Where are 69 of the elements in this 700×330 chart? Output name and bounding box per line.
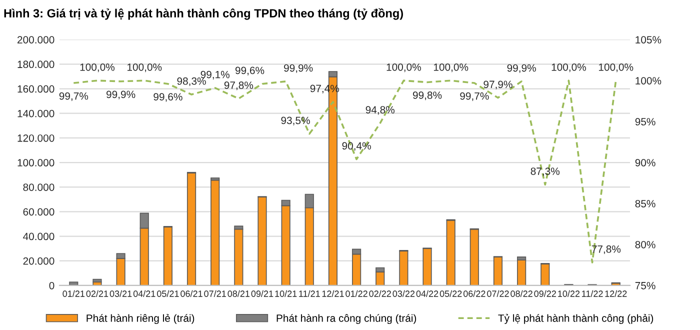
data-label: 100,0%	[128, 63, 162, 72]
x-tick-label: 01/21	[62, 290, 84, 297]
x-tick-label: 03/21	[110, 290, 132, 297]
y2-tick-label: 90%	[635, 159, 656, 166]
data-label: 98,3%	[177, 77, 206, 86]
data-label: 99,7%	[59, 92, 88, 101]
y-tick-label: 40.000	[23, 232, 54, 240]
x-tick-label: 09/21	[251, 290, 274, 297]
x-tick-label: 08/22	[510, 290, 532, 297]
x-tick-label: 06/21	[180, 290, 202, 297]
y-tick-label: 0	[49, 282, 54, 290]
x-tick-label: 02/22	[369, 290, 391, 297]
data-label: 87,3%	[530, 168, 560, 176]
y2-tick-label: 80%	[635, 240, 656, 248]
x-tick-label: 09/22	[534, 290, 556, 297]
x-tick-label: 12/21	[322, 290, 344, 297]
data-label: 90,4%	[342, 142, 371, 151]
data-label: 99,1%	[200, 70, 230, 80]
data-label: 99,9%	[284, 64, 313, 73]
y-tick-label: 180.000	[18, 60, 54, 68]
x-tick-label: 10/22	[558, 290, 580, 297]
y-tick-label: 60.000	[23, 208, 54, 216]
x-tick-label: 12/22	[605, 290, 627, 297]
y-tick-label: 200.000	[18, 36, 54, 44]
legend-label: Tỷ lệ phát hành thành công (phải)	[498, 314, 654, 324]
x-tick-label: 11/22	[582, 290, 603, 297]
data-label: 94,8%	[366, 106, 395, 115]
x-tick-label: 01/22	[346, 290, 368, 297]
x-tick-label: 03/22	[392, 290, 415, 297]
y2-tick-label: 75%	[635, 282, 656, 290]
data-label: 97,9%	[484, 80, 512, 90]
x-tick-label: 07/22	[487, 290, 509, 297]
x-tick-label: 07/21	[204, 290, 226, 297]
data-label: 100,0%	[434, 63, 468, 72]
data-label: 99,9%	[507, 64, 536, 73]
y-tick-label: 120.000	[18, 134, 54, 142]
data-label: 99,8%	[412, 92, 442, 100]
x-tick-label: 04/22	[416, 290, 438, 297]
data-label: 77,8%	[592, 245, 621, 254]
y-tick-label: 160.000	[18, 85, 54, 93]
legend-label: Phát hành ra công chúng (trái)	[276, 314, 416, 324]
data-label: 97,8%	[224, 82, 254, 90]
data-label: 100,0%	[80, 63, 115, 72]
data-label: 100,0%	[552, 63, 586, 72]
y-tick-label: 80.000	[23, 184, 54, 191]
y-tick-label: 20.000	[23, 257, 54, 265]
y2-tick-label: 100%	[636, 77, 662, 84]
y-tick-label: 140.000	[18, 110, 54, 118]
legend-label: Phát hành riêng lẻ (trái)	[86, 314, 194, 324]
data-label: 100,0%	[598, 63, 634, 72]
x-tick-label: 10/21	[275, 290, 297, 297]
data-label: 99,6%	[154, 93, 182, 102]
y2-tick-label: 85%	[635, 200, 656, 208]
x-tick-label: 06/22	[463, 290, 486, 297]
data-label: 100,0%	[386, 63, 421, 72]
x-tick-label: 08/21	[228, 290, 250, 297]
y2-tick-label: 95%	[635, 118, 656, 126]
x-tick-label: 05/21	[157, 290, 179, 297]
x-tick-label: 11/21	[299, 290, 320, 297]
x-tick-label: 02/21	[86, 290, 108, 297]
x-tick-label: 04/21	[133, 290, 156, 297]
chart-title: Hình 3: Giá trị và tỷ lệ phát hành thành công TPDN theo tháng (tỷ đồng)	[4, 8, 403, 20]
data-label: 99,6%	[235, 66, 264, 76]
data-label: 99,7%	[460, 92, 489, 101]
data-label: 93,5%	[281, 116, 310, 126]
y-tick-label: 100.000	[18, 159, 54, 166]
y2-tick-label: 105%	[636, 36, 662, 44]
x-tick-label: 05/22	[440, 290, 462, 297]
data-label: 99,9%	[106, 90, 136, 100]
